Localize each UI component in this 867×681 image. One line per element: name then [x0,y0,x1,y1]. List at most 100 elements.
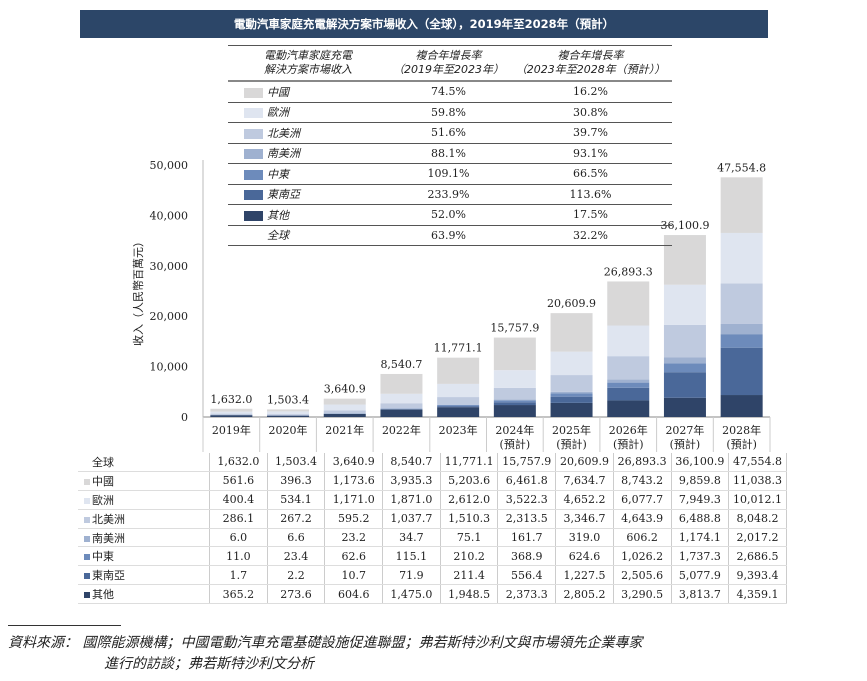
data-cell: 9,859.8 [671,471,730,491]
bar-segment-南美洲 [720,323,763,335]
bar-total-label: 36,100.9 [660,219,709,232]
data-table-row: 中國 561.6 396.3 1,173.6 3,935.3 5,203.6 6,461.8… [78,471,787,491]
data-cell: 15,757.9 [497,453,557,472]
row-label: 南美洲 [92,531,125,545]
row-label: 北美洲 [92,512,125,526]
bar-segment-歐洲 [493,370,536,388]
legend-name-cell: 歐洲 [228,102,388,123]
row-swatch [84,554,90,561]
bar-segment-北美洲 [550,375,593,392]
bar-segment-中國 [323,398,366,405]
bar-segment-歐洲 [607,325,650,357]
data-cell: 2,612.0 [440,490,499,510]
cagr-2019-2023: 63.9% [388,225,509,246]
legend-label: 全球 [267,229,289,243]
bar-segment-北美洲 [607,356,650,380]
row-label-cell: 南美洲 [78,528,210,548]
bar-segment-歐洲 [720,232,763,284]
row-label: 中國 [92,474,114,488]
data-cell: 2.2 [267,565,326,586]
data-cell: 8,743.2 [613,471,672,491]
bar-segment-南美洲 [550,391,593,394]
bar-segment-其他 [210,415,253,417]
cagr-2019-2023: 51.6% [388,122,509,144]
data-cell: 1,173.6 [324,471,384,491]
row-label-cell: 北美洲 [78,509,210,529]
data-cell: 6,461.8 [497,471,557,491]
bar-segment-南美洲 [607,379,650,383]
row-swatch-blank [84,460,90,466]
legend-name-cell: 中國 [228,81,388,103]
data-table-row: 歐洲 400.4 534.1 1,171.0 1,871.0 2,612.0 3,522.3… [78,490,787,510]
bar-segment-其他 [323,413,366,417]
data-cell: 7,634.7 [555,471,614,491]
source-note-line2: 進行的訪談；弗若斯特沙利文分析 [104,656,314,672]
data-cell: 23.2 [324,528,384,548]
data-cell: 1,503.4 [267,453,326,472]
bar-segment-中東 [720,334,763,348]
data-cell: 3,346.7 [555,509,614,529]
bar-segment-歐洲 [210,411,253,414]
bar-segment-中國 [267,409,310,412]
data-cell: 1,174.1 [671,528,730,548]
data-table-row: 東南亞 1.7 2.2 10.7 71.9 211.4 556.4 1,227.5 2,505.… [78,565,787,586]
data-cell: 6,488.8 [671,509,730,529]
data-cell: 1.7 [209,565,268,586]
cagr-2023-2028: 39.7% [509,122,672,144]
data-cell: 6.0 [209,528,268,548]
data-cell: 606.2 [613,528,672,548]
data-cell: 267.2 [267,509,326,529]
row-label-cell: 中國 [78,471,210,491]
bar-segment-其他 [607,400,650,417]
legend-label: 北美洲 [267,126,300,140]
data-table-row: 北美洲 286.1 267.2 595.2 1,037.7 1,510.3 2,313.5 3… [78,509,787,529]
data-cell: 211.4 [440,565,499,586]
bar-segment-南美洲 [493,399,536,401]
bar-segment-南美洲 [663,357,706,364]
bar-total-label: 15,757.9 [490,322,539,335]
data-cell: 365.2 [209,584,268,605]
x-tick-label: 2021年 [325,423,364,437]
bar-segment-歐洲 [323,404,366,411]
data-cell: 4,652.2 [555,490,614,510]
bar-segment-其他 [493,405,536,417]
data-cell: 2,686.5 [728,546,787,567]
legend-label: 歐洲 [267,106,289,120]
data-cell: 1,171.0 [324,490,384,510]
row-swatch [84,516,90,523]
x-tick-label: 2023年 [439,423,478,437]
cagr-2019-2023: 59.8% [388,102,509,123]
data-cell: 319.0 [555,528,614,548]
legend-header-market: 電動汽車家庭充電 解決方案市場收入 [228,45,388,82]
data-cell: 604.6 [324,584,384,605]
row-label-cell: 全球 [78,453,210,472]
data-cell: 71.9 [382,565,441,586]
bar-total-label: 26,893.3 [604,265,653,278]
cagr-2023-2028: 32.2% [509,225,672,246]
data-cell: 3,640.9 [324,453,384,472]
x-tick-sublabel: (預計) [726,437,757,451]
data-cell: 1,510.3 [440,509,499,529]
bar-segment-東南亞 [720,347,763,396]
bar-segment-北美洲 [323,410,366,414]
row-swatch [84,497,90,504]
data-cell: 11,038.3 [728,471,787,491]
row-label: 歐洲 [92,493,114,507]
bar-total-label: 20,609.9 [547,297,596,310]
data-cell: 210.2 [440,546,499,567]
data-cell: 561.6 [209,471,268,491]
x-tick-sublabel: (預計) [556,437,587,451]
legend-row: 歐洲 59.8% 30.8% [228,102,672,123]
data-cell: 396.3 [267,471,326,491]
legend-row: 中國 74.5% 16.2% [228,81,672,103]
legend-label: 中國 [267,85,289,99]
data-cell: 1,871.0 [382,490,441,510]
data-cell: 26,893.3 [613,453,672,472]
data-cell: 2,373.3 [497,584,557,605]
bar-segment-中東 [493,400,536,403]
bar-segment-其他 [663,397,706,417]
data-cell: 534.1 [267,490,326,510]
legend-swatch [244,87,263,98]
source-note-line1: 資料來源： 國際能源機構；中國電動汽車充電基礎設施促進聯盟；弗若斯特沙利文與市場… [8,635,643,651]
data-cell: 3,290.5 [613,584,672,605]
